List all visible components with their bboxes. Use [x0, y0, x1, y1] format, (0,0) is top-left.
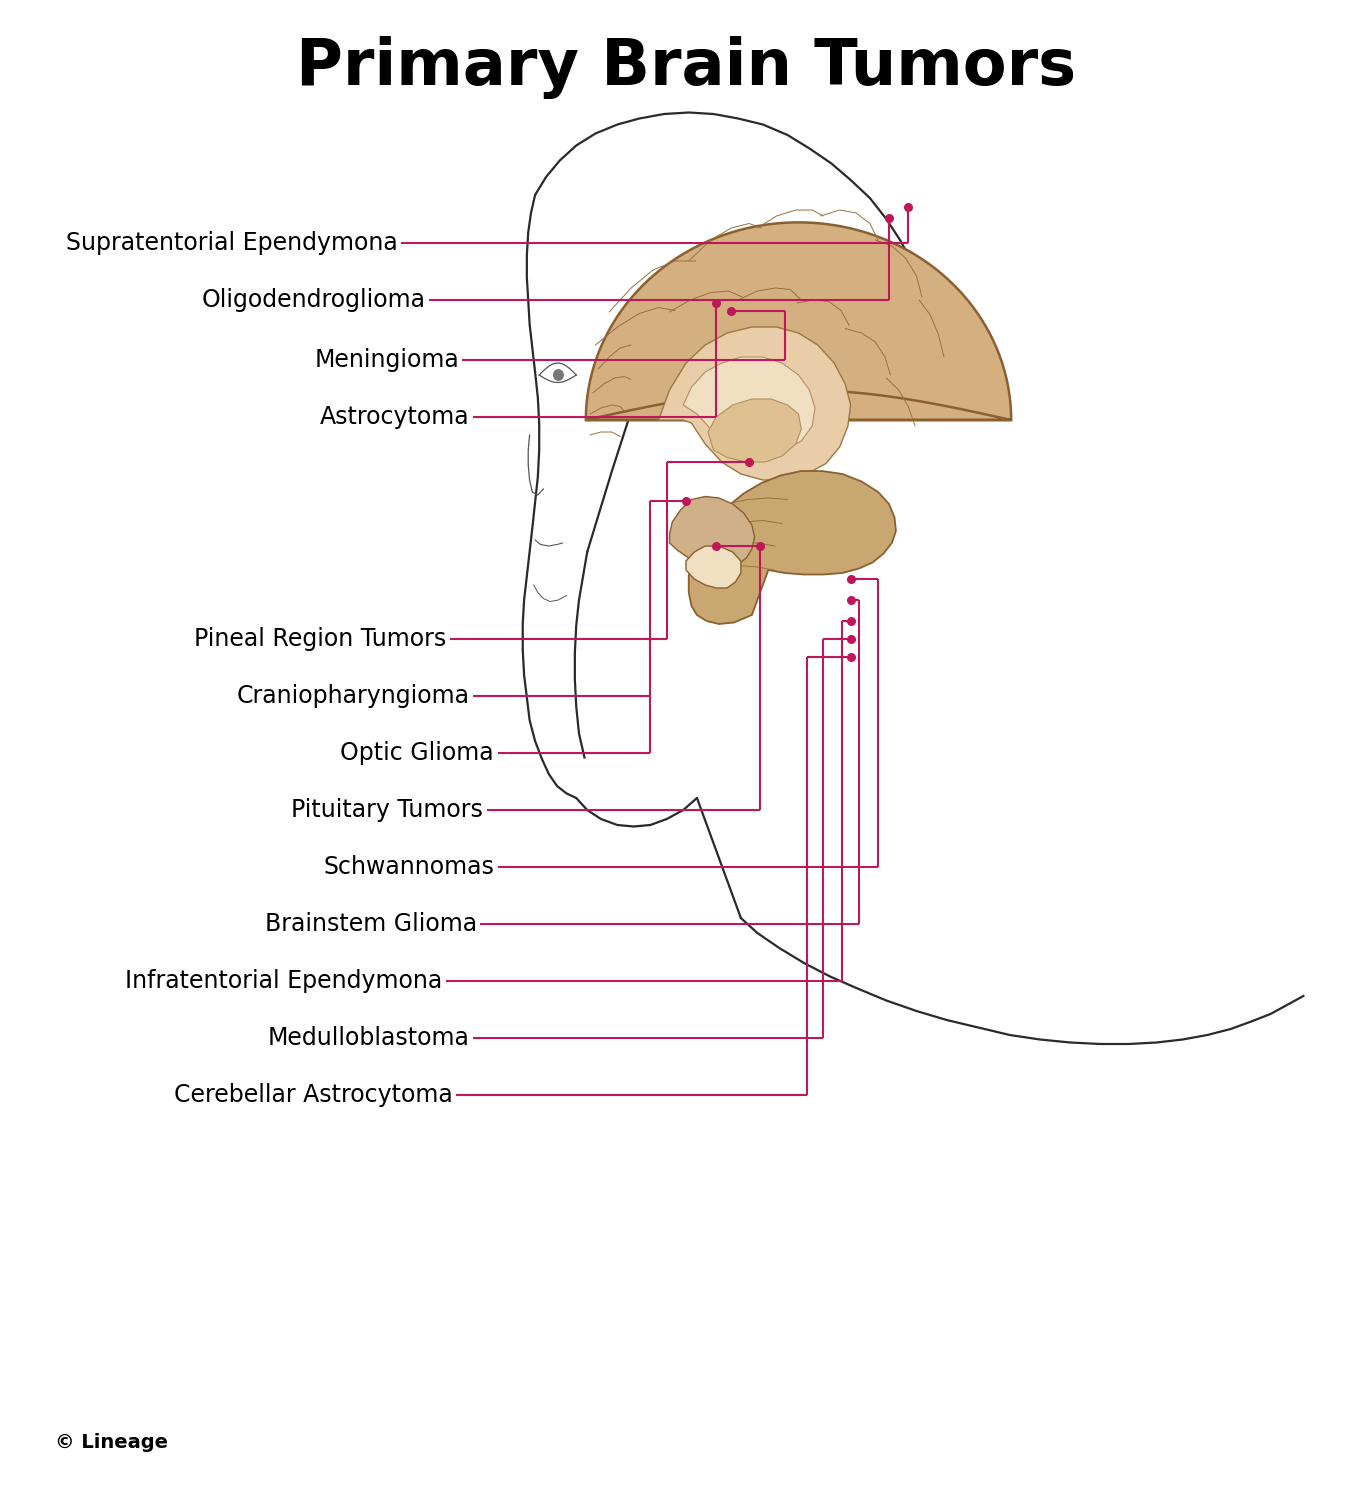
Text: Optic Glioma: Optic Glioma — [340, 741, 494, 765]
Text: Astrocytoma: Astrocytoma — [320, 405, 469, 429]
Polygon shape — [659, 327, 851, 480]
Text: Medulloblastoma: Medulloblastoma — [268, 1026, 469, 1050]
Text: Schwannomas: Schwannomas — [322, 855, 494, 879]
Text: Brainstem Glioma: Brainstem Glioma — [265, 912, 477, 936]
Polygon shape — [708, 399, 801, 462]
Text: Infratentorial Ependymona: Infratentorial Ependymona — [125, 969, 442, 993]
Polygon shape — [683, 357, 815, 454]
Text: © Lineage: © Lineage — [55, 1432, 167, 1452]
Text: Pituitary Tumors: Pituitary Tumors — [291, 798, 483, 822]
Text: Cerebellar Astrocytoma: Cerebellar Astrocytoma — [174, 1083, 453, 1107]
Polygon shape — [670, 496, 755, 567]
Circle shape — [553, 369, 564, 381]
Text: Craniopharyngioma: Craniopharyngioma — [236, 684, 469, 708]
Text: Meningioma: Meningioma — [314, 348, 460, 372]
Polygon shape — [586, 222, 1011, 420]
Text: Oligodendroglioma: Oligodendroglioma — [202, 288, 425, 312]
Text: Supratentorial Ependymona: Supratentorial Ependymona — [66, 231, 398, 255]
Text: Primary Brain Tumors: Primary Brain Tumors — [296, 36, 1076, 99]
Polygon shape — [689, 471, 896, 624]
Text: Pineal Region Tumors: Pineal Region Tumors — [193, 627, 446, 651]
Polygon shape — [686, 546, 741, 588]
